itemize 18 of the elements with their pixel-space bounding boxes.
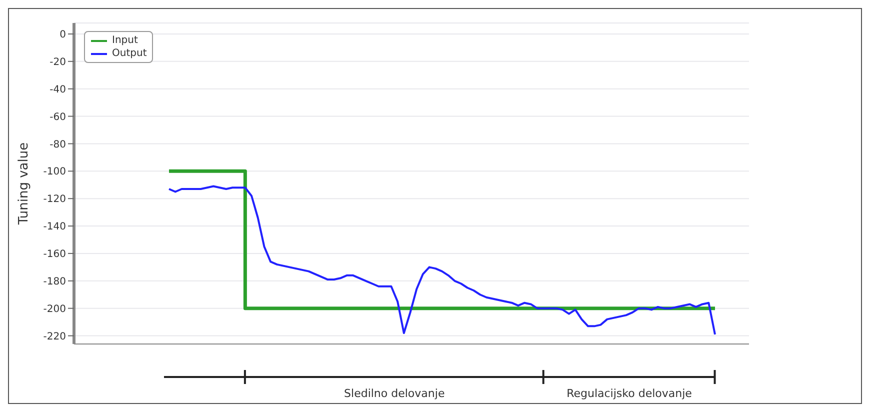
y-tick-label: -220 bbox=[43, 331, 66, 342]
y-tick-label: 0 bbox=[60, 30, 66, 41]
text: Sledilno delovanje bbox=[343, 387, 446, 400]
y-axis-title: Tuning value bbox=[16, 142, 32, 226]
y-tick-label: -200 bbox=[43, 304, 66, 315]
y-tick-label: -40 bbox=[50, 84, 66, 96]
legend-label: Input bbox=[112, 34, 138, 47]
y-tick-label: -20 bbox=[50, 56, 66, 68]
legend-label: Output bbox=[112, 47, 147, 60]
y-tick-label: -140 bbox=[43, 222, 66, 233]
y-tick-label: -80 bbox=[50, 139, 66, 150]
y-tick-label: -160 bbox=[43, 249, 66, 260]
y-tick-label: -60 bbox=[50, 112, 66, 123]
y-tick-label: -180 bbox=[43, 276, 66, 288]
y-tick-label: -120 bbox=[43, 194, 66, 206]
y-tick-label: -100 bbox=[43, 166, 66, 178]
line-series bbox=[168, 185, 716, 336]
text: Regulacijsko delovanje bbox=[566, 387, 693, 400]
